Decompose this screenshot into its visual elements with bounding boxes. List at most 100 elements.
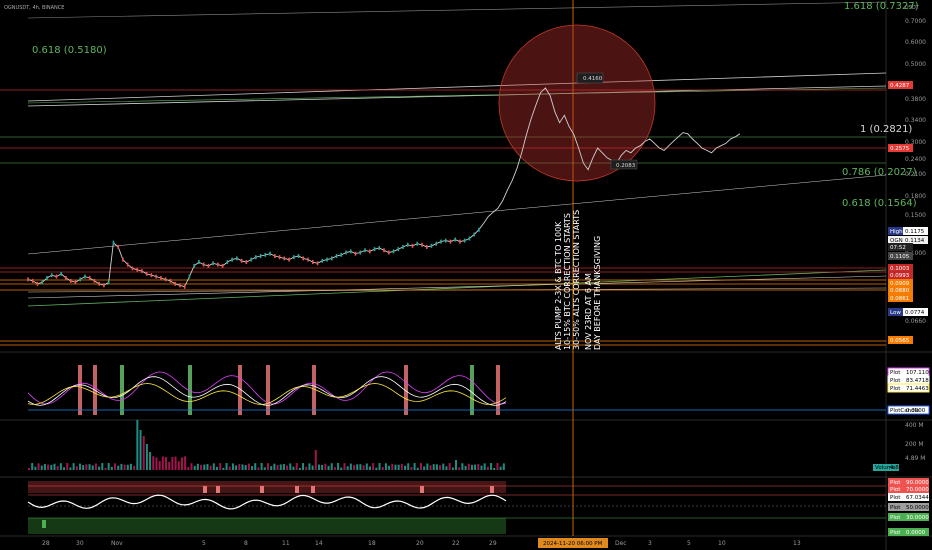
volume-bar (490, 463, 493, 470)
price-tag-box (888, 336, 913, 344)
candle (193, 263, 195, 268)
volume-bar (496, 463, 499, 470)
volume-bar (117, 465, 120, 470)
volume-bar (184, 456, 187, 470)
price-tick: 0.5000 (905, 61, 926, 68)
annotation-block-2: NOV 23RD AT 6 AM DAY BEFORE THANKSGIVING (584, 236, 602, 350)
candle (288, 257, 290, 262)
volume-bar (467, 463, 470, 470)
price-tag-label: 0.1003 (890, 266, 910, 272)
fib-label: 0.786 (0.2027) (842, 167, 917, 178)
volume-bar (114, 463, 117, 470)
volume-bar (308, 463, 311, 470)
volume-bar (464, 465, 467, 470)
volume-bar (78, 463, 81, 470)
indicator-tag-name: Plot (890, 495, 901, 501)
volume-bar (435, 464, 438, 470)
indicator-tag (888, 485, 929, 493)
candle (236, 256, 238, 261)
signal-bar (312, 365, 316, 415)
volume-bar (47, 464, 50, 470)
volume-bar (94, 463, 97, 470)
price-tick: 0.3800 (905, 96, 926, 103)
price-tag-box (888, 144, 913, 152)
candle (463, 238, 466, 243)
time-tick: 14 (315, 540, 323, 547)
indicator-tag (887, 405, 930, 415)
volume-bar (180, 457, 183, 470)
candle (378, 246, 381, 251)
candle (449, 239, 452, 244)
volume-bar (439, 465, 442, 470)
volume-bar (474, 464, 477, 470)
price-axis: 0.7000 0.6000 0.5000 0.3800 0.3400 0.3000 0.24… (905, 18, 926, 325)
volume-bar (324, 463, 327, 470)
volume-tick: 4.89 M (905, 455, 925, 462)
price-tag-label: 0.2575 (890, 146, 910, 152)
volume-bar (133, 465, 136, 470)
candle (364, 248, 366, 253)
candle (103, 283, 105, 288)
volume-bar (270, 466, 273, 470)
volume-bar (40, 465, 43, 470)
indicator-tag (888, 493, 929, 501)
volume-bar (209, 465, 212, 470)
candle (293, 255, 295, 260)
indicator-tag-value: 71.4463 (906, 386, 929, 392)
indicator-tag-value: 50.0000 (906, 505, 929, 511)
volume-bar (407, 463, 410, 470)
fib-label: 1.618 (0.7327) (844, 1, 919, 12)
price-tick: 0.6000 (905, 39, 926, 46)
volume-bar (317, 464, 320, 470)
volume-bar (455, 460, 458, 470)
volume-bar (429, 465, 432, 470)
time-tick: 20 (416, 540, 424, 547)
candle (221, 263, 224, 268)
volume-bar (298, 467, 301, 470)
indicator-tag-name: Plot (890, 530, 901, 536)
annotation-block-1: ALTS PUMP 2-3X & BTC TO 100K 10-15% BTC … (554, 210, 581, 350)
overbought-marker (295, 486, 299, 493)
price-tag-box (888, 252, 913, 260)
candle (373, 247, 376, 252)
volume-bar (155, 457, 158, 470)
crosshair-time: 2024-11-20 06:00 PM (543, 541, 603, 547)
volume-bar (254, 463, 257, 470)
volume-bar (244, 465, 247, 470)
candle (231, 257, 233, 262)
price-tag-box (888, 264, 913, 272)
price-tick: 0.1500 (905, 212, 926, 219)
annotation-line: NOV 23RD AT 6 AM (584, 273, 593, 350)
indicator-tag (887, 383, 930, 393)
volume-bar (346, 466, 349, 470)
indicator-tag (888, 503, 929, 511)
candle (259, 254, 262, 259)
volume-bar (381, 466, 384, 470)
candle (98, 281, 100, 286)
price-tag-label: 0.0861 (890, 296, 909, 302)
volume-bar (448, 463, 451, 470)
volume-bar (445, 466, 448, 470)
price-tick: 0.2400 (905, 156, 926, 163)
candle (326, 257, 328, 262)
candle (226, 260, 229, 265)
volume-bar (260, 463, 263, 470)
volume-bar (321, 464, 324, 470)
price-tag-box (888, 81, 913, 89)
volume-bar (353, 465, 356, 470)
candle (131, 266, 134, 271)
peak-label-box (576, 72, 604, 84)
volume-bar (174, 456, 177, 470)
volume-bar (267, 463, 269, 470)
overbought-marker (490, 486, 494, 493)
indicator-tag-name: Plot (890, 487, 901, 493)
time-tick: Nov (111, 540, 123, 547)
overbought-marker (216, 486, 220, 493)
candle (416, 241, 419, 246)
candle (454, 237, 456, 242)
annotation-line: ALTS PUMP 2-3X & BTC TO 100K (554, 221, 563, 350)
time-tick: 3 (648, 540, 652, 547)
price-tag-label: High (890, 229, 903, 235)
candle (387, 250, 390, 255)
time-tick: 5 (687, 540, 691, 547)
